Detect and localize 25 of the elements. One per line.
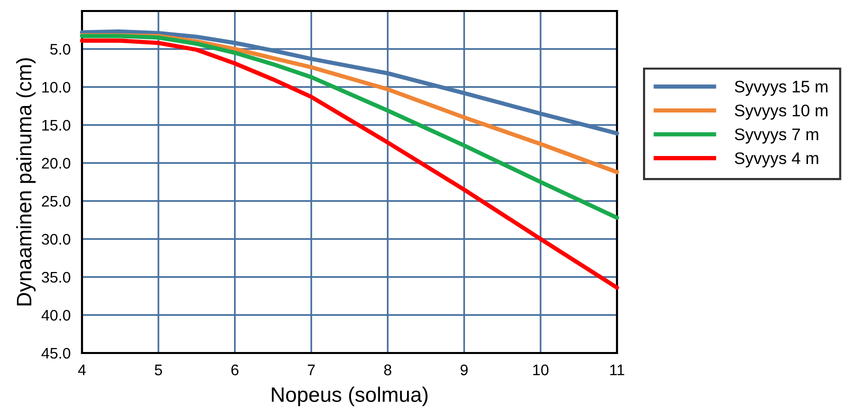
y-tick-label: 30.0 xyxy=(42,234,70,245)
y-tick-label: 10.0 xyxy=(42,82,70,93)
legend-label: Syvyys 7 m xyxy=(734,128,818,144)
line-series xyxy=(80,38,620,290)
x-tick-label: 7 xyxy=(308,364,315,376)
x-axis-title: Nopeus (solmua) xyxy=(272,386,428,406)
y-tick-label: 25.0 xyxy=(42,196,70,207)
y-tick-label: 45.0 xyxy=(42,348,70,359)
y-tick-label: 40.0 xyxy=(42,310,70,321)
y-tick-label: 35.0 xyxy=(42,272,70,283)
y-tick-label: 20.0 xyxy=(42,158,70,169)
legend-label: Syvyys 10 m xyxy=(734,104,828,120)
y-tick-label: 15.0 xyxy=(42,120,70,131)
legend-label: Syvyys 15 m xyxy=(734,80,828,96)
y-axis-title: Dynaaminen painuma (cm) xyxy=(16,58,36,306)
x-tick-label: 10 xyxy=(533,364,548,376)
x-tick-label: 8 xyxy=(384,364,392,376)
x-tick-label: 4 xyxy=(78,364,86,376)
y-tick-label: 5.0 xyxy=(50,44,70,55)
x-tick-label: 11 xyxy=(610,364,624,376)
x-tick-label: 6 xyxy=(231,364,238,376)
x-tick-label: 5 xyxy=(154,364,162,376)
x-tick-label: 9 xyxy=(460,364,468,376)
legend-label: Syvyys 4 m xyxy=(734,152,818,168)
line-series xyxy=(80,34,620,220)
